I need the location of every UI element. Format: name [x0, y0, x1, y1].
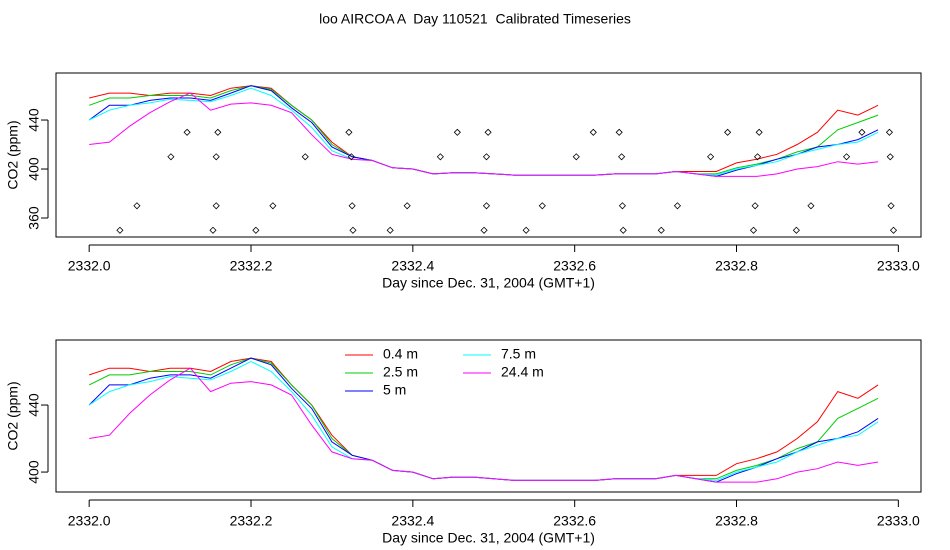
scatter-point [673, 202, 682, 210]
scatter-point [167, 153, 175, 161]
y-tick-label: 440 [26, 108, 42, 132]
y-tick-label: 440 [26, 393, 42, 417]
x-tick-label: 2332.0 [68, 513, 111, 529]
scatter-point [347, 153, 355, 161]
scatter-point [212, 202, 220, 210]
x-axis-label: Day since Dec. 31, 2004 (GMT+1) [382, 530, 595, 546]
scatter-point [133, 202, 141, 210]
plot-frame [55, 339, 922, 493]
scatter-point [885, 128, 894, 136]
series-line [89, 92, 879, 177]
y-axis-label: CO2 (ppm) [5, 120, 21, 189]
scatter-point [749, 226, 758, 234]
x-tick-label: 2332.2 [230, 258, 273, 274]
scatter-point [214, 128, 222, 136]
scatter-point [886, 153, 894, 161]
scatter-point [212, 153, 220, 161]
scatter-point [453, 128, 461, 136]
scatter-point [183, 128, 191, 136]
x-axis-label: Day since Dec. 31, 2004 (GMT+1) [382, 275, 595, 291]
x-tick-label: 2333.0 [877, 513, 920, 529]
scatter-point [269, 202, 277, 210]
scatter-point [482, 202, 491, 210]
plot-frame [55, 72, 922, 238]
chart-title: loo AIRCOA A Day 110521 Calibrated Times… [319, 11, 631, 27]
x-tick-label: 2332.8 [715, 258, 758, 274]
scatter-point [707, 153, 715, 161]
legend-label: 7.5 m [501, 346, 536, 362]
scatter-point [618, 153, 626, 161]
legend-label: 5 m [383, 382, 406, 398]
scatter-point [522, 226, 530, 234]
scatter-point [751, 202, 759, 210]
scatter-point [589, 128, 597, 136]
scatter-point [403, 202, 411, 210]
x-tick-label: 2332.2 [230, 513, 273, 529]
scatter-point [348, 202, 356, 210]
legend-label: 0.4 m [383, 346, 418, 362]
scatter-point [887, 202, 895, 210]
scatter-point [618, 202, 626, 210]
scatter-point [252, 226, 260, 234]
x-tick-label: 2332.0 [68, 258, 111, 274]
scatter-point [482, 153, 491, 161]
y-tick-label: 400 [26, 157, 42, 181]
legend-label: 2.5 m [383, 364, 418, 380]
scatter-point [755, 128, 763, 136]
x-tick-label: 2332.4 [391, 513, 434, 529]
scatter-point [386, 226, 394, 234]
y-tick-label: 360 [26, 206, 42, 230]
scatter-point [807, 202, 815, 210]
x-tick-label: 2332.4 [391, 258, 434, 274]
x-tick-label: 2332.6 [553, 258, 596, 274]
scatter-point [889, 226, 898, 234]
scatter-point [842, 153, 851, 161]
scatter-point [619, 226, 627, 234]
scatter-point [484, 128, 492, 136]
scatter-point [538, 202, 546, 210]
scatter-point [724, 128, 732, 136]
scatter-point [572, 153, 580, 161]
scatter-point [345, 128, 353, 136]
scatter-point [436, 153, 444, 161]
scatter-point [753, 153, 762, 161]
y-tick-label: 400 [26, 460, 42, 484]
scatter-point [480, 226, 488, 234]
x-tick-label: 2332.8 [715, 513, 758, 529]
scatter-point [116, 226, 124, 234]
x-tick-label: 2333.0 [877, 258, 920, 274]
scatter-point [858, 128, 866, 136]
scatter-point [792, 226, 800, 234]
scatter-point [349, 226, 357, 234]
series-line [89, 367, 879, 483]
scatter-point [657, 226, 665, 234]
scatter-point [301, 153, 309, 161]
scatter-point [209, 226, 217, 234]
y-axis-label: CO2 (ppm) [5, 381, 21, 450]
legend-label: 24.4 m [501, 364, 544, 380]
x-tick-label: 2332.6 [553, 513, 596, 529]
scatter-point [615, 128, 623, 136]
